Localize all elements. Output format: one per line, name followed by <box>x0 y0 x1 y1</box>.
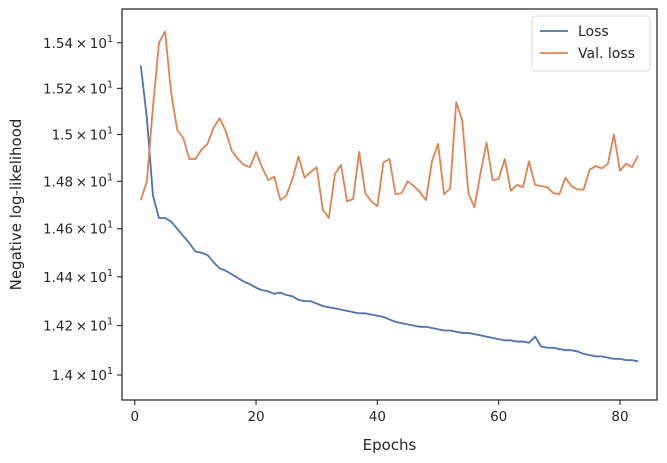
series-layer <box>139 30 639 363</box>
x-axis-ticks: 0 20 40 60 80 <box>130 400 629 425</box>
legend-entry-label: Loss <box>578 24 609 40</box>
x-tick-label: 20 <box>247 409 264 425</box>
x-tick-label: 40 <box>369 409 386 425</box>
y-tick-label: 1.44 × 101 <box>43 268 113 286</box>
series-line-val-loss <box>139 30 639 219</box>
x-tick-label: 80 <box>611 409 628 425</box>
y-tick-label: 1.46 × 101 <box>43 220 113 238</box>
x-axis-label: Epochs <box>363 436 417 454</box>
y-tick-label: 1.42 × 101 <box>43 317 113 335</box>
legend-box <box>531 15 651 72</box>
y-tick-label: 1.52 × 101 <box>43 79 113 97</box>
legend-entry-label: Val. loss <box>578 46 635 62</box>
plot-frame <box>121 8 658 401</box>
y-axis-label: Negative log-likelihood <box>7 119 25 291</box>
y-tick-label: 1.4 × 101 <box>52 366 113 384</box>
legend: Loss Val. loss <box>531 15 651 72</box>
y-axis-ticks: 1.4 × 101 1.42 × 101 1.44 × 101 1.46 × 101 1… <box>43 34 122 384</box>
y-tick-label: 1.5 × 101 <box>52 126 113 144</box>
y-tick-label: 1.48 × 101 <box>43 172 113 190</box>
x-tick-label: 60 <box>490 409 507 425</box>
x-tick-label: 0 <box>130 409 139 425</box>
series-line-loss <box>139 65 639 363</box>
y-tick-label: 1.54 × 101 <box>43 34 113 52</box>
